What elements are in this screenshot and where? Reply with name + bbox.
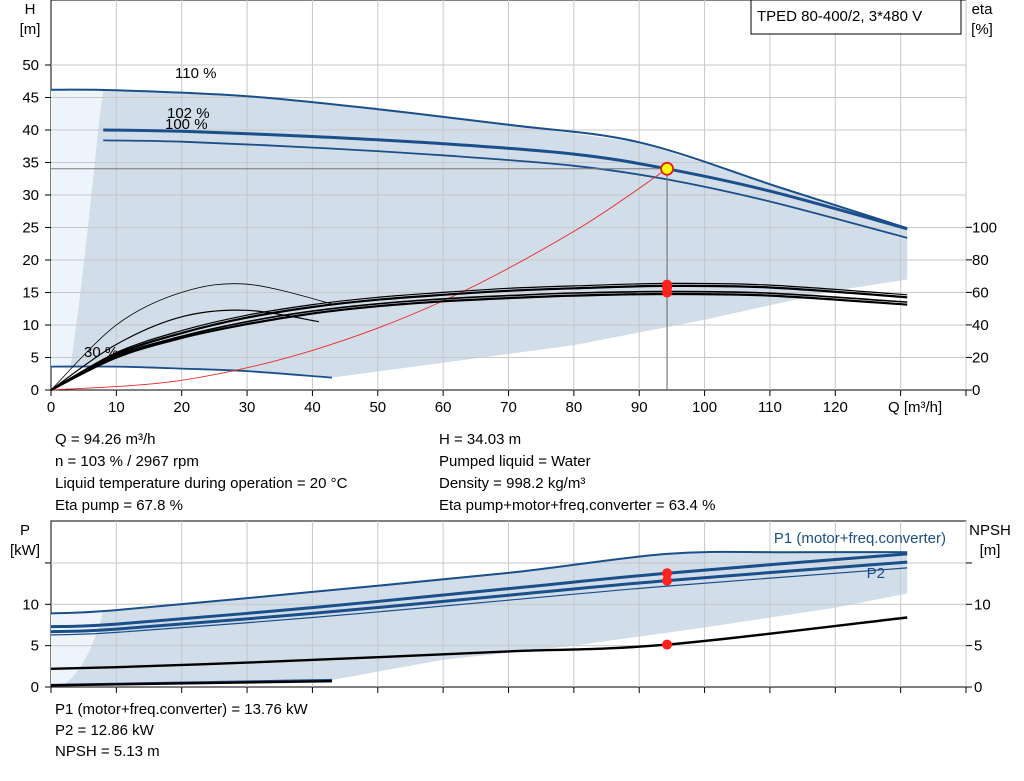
x-tick-label: 80 — [566, 399, 583, 416]
curve-label-110: 110 % — [175, 65, 216, 82]
curve-label-p2: P2 — [867, 565, 885, 582]
op-npsh-point — [662, 639, 673, 650]
info-upper-right: H = 34.03 m Pumped liquid = Water Densit… — [439, 429, 715, 517]
info-pumped-liquid: Pumped liquid = Water — [439, 453, 591, 470]
y-tick-label: 10 — [22, 317, 39, 334]
p-tick-label: 0 — [31, 679, 39, 696]
y-tick-label: 20 — [22, 252, 39, 269]
info-liquid-temperature: Liquid temperature during operation = 20… — [55, 475, 348, 492]
npsh-tick-label: 5 — [974, 638, 982, 655]
y2-tick-label: 60 — [972, 284, 989, 301]
op-head-point — [660, 161, 674, 176]
curve-head-0 — [50, 88, 908, 230]
info-p2: P2 = 12.86 kW — [55, 722, 154, 739]
p-axis-label: P — [20, 522, 30, 539]
info-density: Density = 998.2 kg/m³ — [439, 475, 586, 492]
op-p2-point — [662, 575, 673, 586]
curve-label-102: 102 % — [167, 105, 210, 122]
x-tick-label: 0 — [47, 399, 55, 416]
x-tick-label: 70 — [500, 399, 517, 416]
info-lower: P1 (motor+freq.converter) = 13.76 kW P2 … — [55, 699, 308, 762]
y-tick-label: 30 — [22, 187, 39, 204]
x-tick-label: 50 — [369, 399, 386, 416]
npsh-axis-unit: [m] — [980, 542, 1001, 559]
y2-tick-label: 40 — [972, 317, 989, 334]
curve-npsh-6 — [50, 680, 333, 687]
power-range-area — [51, 552, 908, 685]
info-eta-total: Eta pump+motor+freq.converter = 63.4 % — [439, 497, 716, 514]
p-tick-label: 10 — [22, 596, 39, 613]
curve-eta-6 — [50, 292, 908, 391]
info-eta-pump: Eta pump = 67.8 % — [55, 497, 183, 514]
operating-range-area — [51, 89, 908, 378]
curve-power-3 — [50, 567, 908, 636]
p-axis-unit: [kW] — [10, 542, 40, 559]
y-tick-label: 35 — [22, 155, 39, 172]
y-tick-label: 50 — [22, 57, 39, 74]
info-upper-left: Q = 94.26 m³/h n = 103 % / 2967 rpm Liqu… — [55, 429, 347, 517]
info-head: H = 34.03 m — [439, 431, 522, 448]
x-tick-label: 30 — [239, 399, 256, 416]
y2-tick-label: 0 — [972, 382, 980, 399]
y2-tick-label: 20 — [972, 349, 989, 366]
y-tick-label: 5 — [31, 350, 39, 367]
curve-label-p1: P1 (motor+freq.converter) — [774, 530, 946, 547]
curve-eta-7 — [50, 284, 908, 391]
x-tick-label: 110 — [758, 399, 782, 416]
y2-tick-label: 80 — [972, 252, 989, 269]
curve-head-2 — [103, 139, 908, 239]
curve-head-1 — [103, 128, 908, 231]
x-tick-label: 60 — [435, 399, 452, 416]
curve-eta-5 — [50, 290, 908, 391]
y2-axis-unit: [%] — [971, 21, 993, 38]
y-axis-unit: [m] — [20, 21, 41, 38]
curve-power-0 — [50, 550, 908, 615]
y-tick-label: 0 — [31, 382, 39, 399]
npsh-axis-label: NPSH — [969, 522, 1011, 539]
y-tick-label: 15 — [22, 285, 39, 302]
product-label-box — [750, 0, 962, 35]
op-p1-point — [662, 568, 673, 579]
x-tick-label: 40 — [304, 399, 321, 416]
y-tick-label: 40 — [22, 122, 39, 139]
p-tick-label: 5 — [31, 638, 39, 655]
curve-label-30: 30 % — [84, 344, 118, 361]
y-tick-label: 45 — [22, 90, 39, 107]
info-speed: n = 103 % / 2967 rpm — [55, 453, 199, 470]
op-eta-point — [662, 282, 673, 293]
curve-system-4 — [50, 168, 668, 391]
npsh-tick-label: 10 — [974, 596, 991, 613]
x-tick-label: 90 — [631, 399, 648, 416]
x-axis-label: Q [m³/h] — [888, 399, 942, 416]
y-tick-label: 25 — [22, 220, 39, 237]
curve-npsh-5 — [50, 616, 908, 671]
y-axis-label: H — [25, 1, 36, 18]
curve-eta-9 — [50, 309, 320, 391]
product-label: TPED 80-400/2, 3*480 V — [757, 8, 922, 25]
curve-label-100: 100 % — [165, 116, 208, 133]
info-npsh: NPSH = 5.13 m — [55, 743, 160, 760]
x-tick-label: 10 — [108, 399, 125, 416]
low-flow-area — [51, 89, 104, 367]
y2-tick-label: 100 — [972, 219, 997, 236]
curve-power-2 — [50, 560, 908, 634]
curve-power-1 — [50, 552, 908, 629]
x-tick-label: 100 — [692, 399, 717, 416]
info-flow: Q = 94.26 m³/h — [55, 431, 156, 448]
x-tick-label: 120 — [823, 399, 848, 416]
y2-axis-label: eta — [972, 1, 994, 18]
curve-eta-10 — [50, 283, 333, 391]
curve-eta-8 — [50, 282, 908, 391]
x-tick-label: 20 — [173, 399, 190, 416]
info-p1: P1 (motor+freq.converter) = 13.76 kW — [55, 701, 308, 718]
npsh-tick-label: 0 — [974, 679, 982, 696]
